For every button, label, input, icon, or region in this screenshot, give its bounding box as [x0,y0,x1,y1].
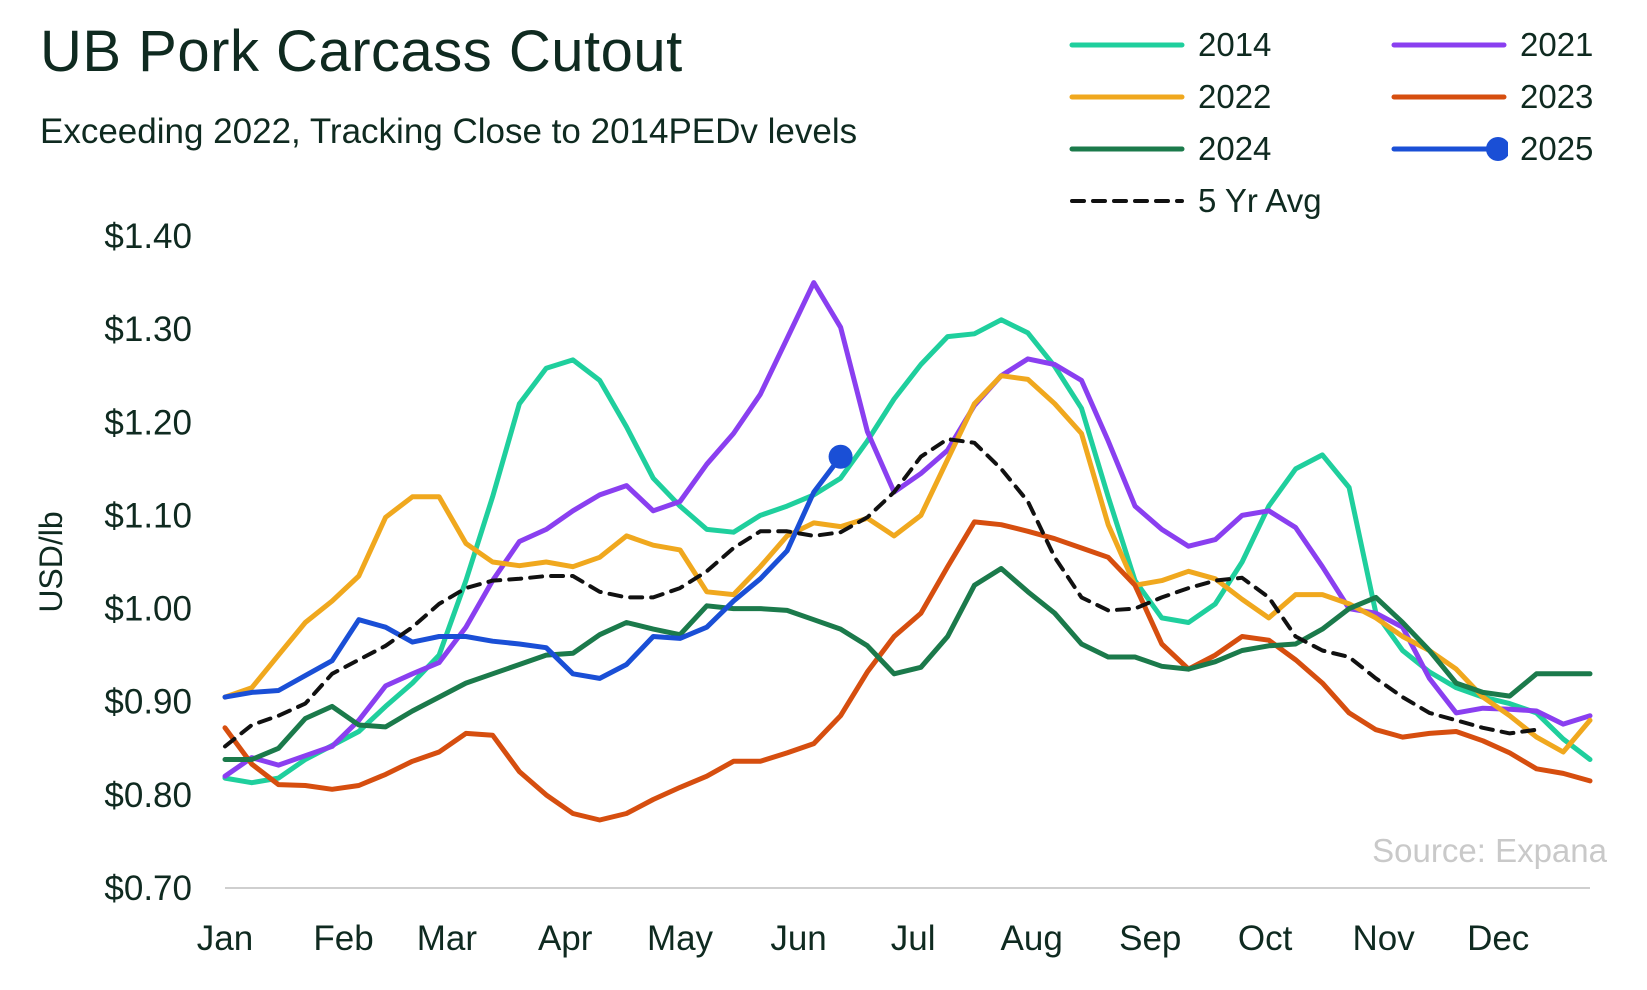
y-tick-label: $0.80 [104,776,192,815]
x-tick-label-oct: Oct [1238,919,1293,958]
y-tick-label: $1.30 [104,310,192,349]
source-note: Source: Expana [1372,832,1607,869]
x-tick-label-jun: Jun [770,919,826,958]
series-marker-2025 [828,444,853,469]
x-tick-label-apr: Apr [538,919,593,958]
x-tick-label-may: May [647,919,714,958]
x-tick-label-jan: Jan [197,919,253,958]
x-tick-label-feb: Feb [313,919,373,958]
series-line-2025 [222,454,844,700]
series-line-2023 [222,519,1593,823]
y-tick-label: $0.90 [104,683,192,722]
x-tick-label-dec: Dec [1467,919,1529,958]
y-axis-label: USD/lb [33,511,69,612]
series-line-2022 [222,373,1593,755]
y-tick-label: $1.20 [104,403,192,442]
y-tick-label: $1.00 [104,590,192,629]
x-tick-label-aug: Aug [1001,919,1063,958]
series-line-2014 [222,317,1593,786]
x-tick-label-nov: Nov [1353,919,1416,958]
series-line-2024 [222,566,1593,762]
series-line-5-yr-avg [223,437,1539,749]
x-tick-label-sep: Sep [1119,919,1181,958]
y-tick-label: $0.70 [104,869,192,908]
chart-subtitle: Exceeding 2022, Tracking Close to 2014PE… [40,112,858,151]
x-tick-label-mar: Mar [417,919,478,958]
y-tick-label: $1.10 [104,496,192,535]
chart-title: UB Pork Carcass Cutout [40,19,683,84]
y-tick-label: $1.40 [104,217,192,256]
x-tick-label-jul: Jul [891,919,936,958]
